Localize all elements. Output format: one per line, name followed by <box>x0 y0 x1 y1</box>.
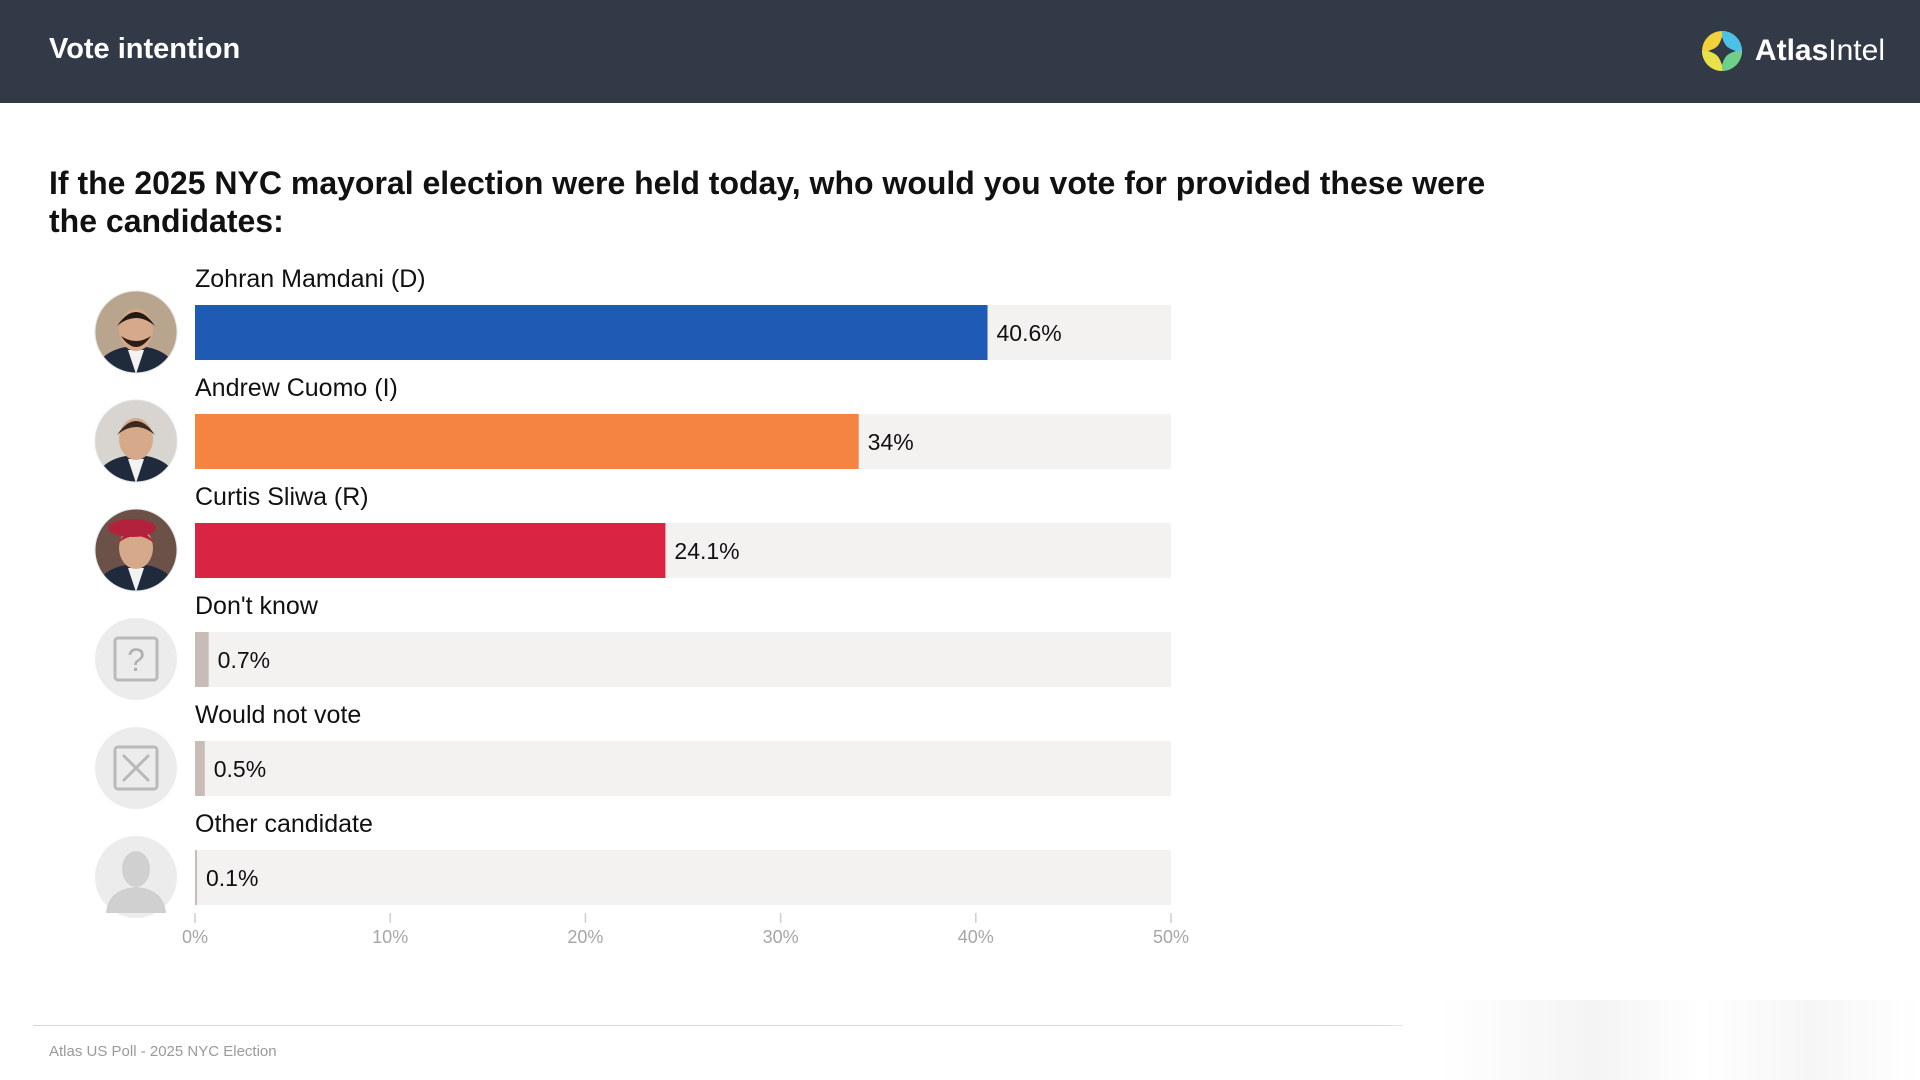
bar-track <box>195 741 1171 796</box>
value-label: 0.5% <box>214 756 266 782</box>
value-label: 0.1% <box>206 865 258 891</box>
category-label: Curtis Sliwa (R) <box>195 483 369 511</box>
x-tick-label: 30% <box>763 927 799 947</box>
category-label: Andrew Cuomo (I) <box>195 374 398 402</box>
category-label: Don't know <box>195 592 319 620</box>
x-tick-label: 10% <box>372 927 408 947</box>
category-label: Other candidate <box>195 810 373 838</box>
bar <box>195 305 988 360</box>
candidate-photo-sliwa <box>94 508 178 592</box>
bar <box>195 632 209 687</box>
vote-intention-chart: Zohran Mamdani (D) 40.6% Andrew Cuomo (I) 3… <box>94 265 1189 947</box>
value-label: 0.7% <box>218 647 270 673</box>
bar <box>195 850 197 905</box>
header-bar: Vote intention AtlasIntel <box>0 0 1920 103</box>
brand-logo: AtlasIntel <box>1699 26 1885 76</box>
bar <box>195 741 205 796</box>
x-tick-label: 0% <box>182 927 208 947</box>
page-title: Vote intention <box>49 33 241 65</box>
bar <box>195 523 666 578</box>
bar-track <box>195 632 1171 687</box>
x-box-icon <box>95 727 177 809</box>
candidate-photo-mamdani <box>94 290 178 374</box>
chart-question: If the 2025 NYC mayoral election were he… <box>49 165 1486 239</box>
x-tick-label: 20% <box>567 927 603 947</box>
value-label: 40.6% <box>997 320 1062 346</box>
candidate-photo-cuomo <box>94 399 178 483</box>
svg-text:?: ? <box>127 642 145 678</box>
value-label: 24.1% <box>674 538 739 564</box>
value-label: 34% <box>868 429 914 455</box>
x-tick-label: 50% <box>1153 927 1189 947</box>
bar-track <box>195 850 1171 905</box>
category-label: Would not vote <box>195 701 361 729</box>
atlasintel-logo-icon <box>1701 31 1742 71</box>
bar <box>195 414 859 469</box>
category-label: Zohran Mamdani (D) <box>195 265 426 293</box>
brand-name: AtlasIntel <box>1754 34 1885 67</box>
footer-source: Atlas US Poll - 2025 NYC Election <box>49 1043 277 1060</box>
question-mark-icon: ? <box>95 618 177 700</box>
footer-divider <box>33 1025 1403 1026</box>
person-silhouette-icon <box>95 836 177 918</box>
x-tick-label: 40% <box>958 927 994 947</box>
footer-blurred-area <box>1375 1000 1920 1080</box>
